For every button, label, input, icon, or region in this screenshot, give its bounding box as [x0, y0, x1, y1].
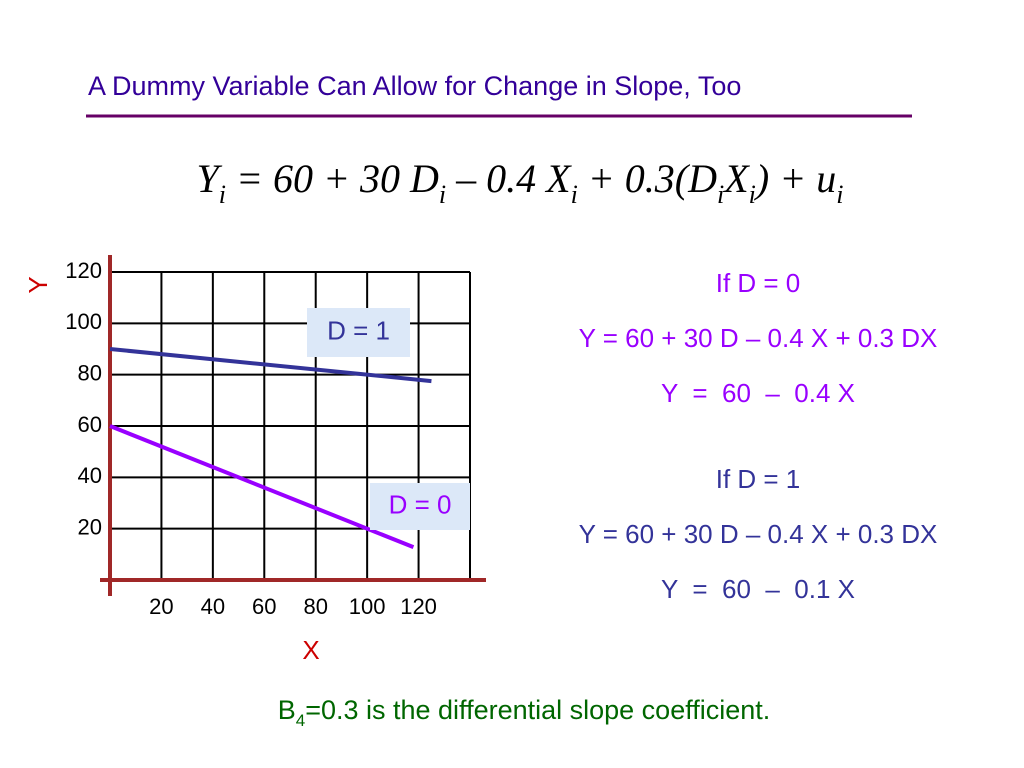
case-line: Y = 60 + 30 D – 0.4 X + 0.3 DX	[579, 519, 938, 549]
text-part: B	[278, 695, 296, 725]
series-label: D = 1	[327, 315, 390, 345]
text-part: – 0.4 X	[446, 156, 572, 201]
series-label-box	[370, 483, 470, 530]
subscript: i	[439, 180, 446, 209]
y-tick-label: 100	[65, 309, 102, 334]
series-line	[109, 347, 432, 384]
x-tick-label: 20	[149, 594, 173, 619]
text-part: =0.3 is the differential slope coefficie…	[305, 695, 770, 725]
case-line: If D = 1	[716, 464, 801, 494]
text-part: = 60 + 30 D	[226, 156, 439, 201]
x-tick-label: 80	[303, 594, 327, 619]
y-tick-label: 40	[78, 463, 102, 488]
text-part: X	[722, 156, 750, 201]
footer: B4=0.3 is the differential slope coeffic…	[278, 695, 771, 730]
series-label-box	[307, 308, 410, 357]
series-line	[109, 424, 415, 550]
subscript: i	[571, 180, 578, 209]
subscript: i	[749, 180, 756, 209]
x-tick-label: 100	[349, 594, 386, 619]
y-tick-label: 120	[65, 258, 102, 283]
case-line: Y = 60 + 30 D – 0.4 X + 0.3 DX	[579, 323, 938, 353]
x-axis-label: X	[302, 635, 319, 665]
subscript: i	[219, 180, 226, 209]
x-tick-label: 120	[400, 594, 437, 619]
subscript: i	[836, 180, 843, 209]
series-label: D = 0	[389, 489, 452, 519]
text-part: ) + u	[754, 156, 836, 201]
y-axis-label: Y	[23, 276, 53, 293]
text-part: + 0.3(D	[578, 156, 717, 201]
y-tick-label: 80	[78, 360, 102, 385]
text-part: Y	[197, 156, 223, 201]
case-line: Y = 60 – 0.1 X	[661, 574, 855, 604]
equation: Yi = 60 + 30 Di – 0.4 Xi + 0.3(DiXi) + u…	[197, 156, 844, 209]
slide-title: A Dummy Variable Can Allow for Change in…	[88, 71, 741, 101]
case-line: If D = 0	[716, 268, 801, 298]
subscript: i	[717, 180, 724, 209]
y-tick-label: 60	[78, 412, 102, 437]
y-tick-label: 20	[78, 514, 102, 539]
case-line: Y = 60 – 0.4 X	[661, 378, 855, 408]
x-tick-label: 40	[201, 594, 225, 619]
subscript: 4	[296, 711, 305, 730]
x-tick-label: 60	[252, 594, 276, 619]
